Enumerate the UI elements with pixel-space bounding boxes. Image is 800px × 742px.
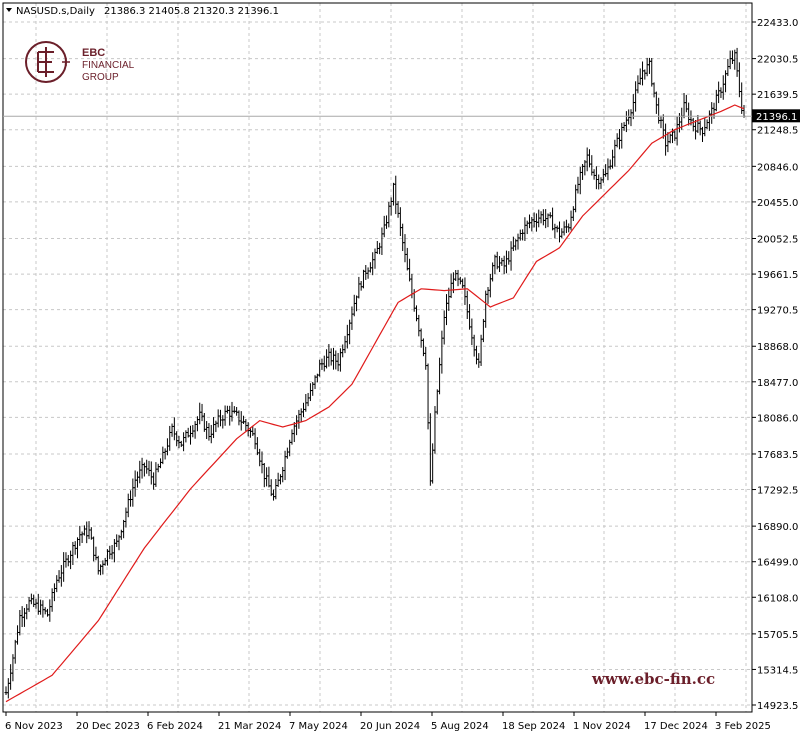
x-tick-label: 6 Feb 2024 (147, 721, 203, 732)
x-tick-label: 20 Jun 2024 (360, 721, 420, 732)
x-tick-label: 3 Feb 2025 (715, 721, 771, 732)
x-tick-label: 20 Dec 2023 (76, 721, 140, 732)
y-tick-label: 16108.0 (757, 593, 798, 604)
website-watermark: www.ebc-fin.cc (591, 670, 715, 688)
logo-line-3: GROUP (82, 72, 119, 83)
y-tick-label: 17683.5 (757, 450, 798, 461)
y-axis: 22433.0 22030.5 21639.5 21248.5 20846.0 20455… (752, 18, 798, 712)
x-tick-label: 17 Dec 2024 (644, 721, 708, 732)
x-tick-label: 18 Sep 2024 (502, 721, 565, 732)
price-tag: 21396.1 (752, 109, 800, 123)
y-tick-label: 14923.5 (757, 701, 798, 712)
y-tick-label: 19661.5 (757, 270, 798, 281)
y-tick-label: 18086.0 (757, 413, 798, 424)
ohlc-values: 21386.3 21405.8 21320.3 21396.1 (104, 6, 279, 17)
y-tick-label: 18477.0 (757, 378, 798, 389)
x-tick-label: 1 Nov 2024 (573, 721, 631, 732)
ebc-logo-icon (25, 41, 70, 83)
x-tick-label: 21 Mar 2024 (218, 721, 281, 732)
y-tick-label: 20052.5 (757, 235, 798, 246)
logo-line-2: FINANCIAL (82, 60, 135, 71)
logo-line-1: EBC (82, 47, 105, 59)
dropdown-triangle-icon[interactable] (6, 8, 12, 12)
grid (3, 3, 752, 712)
y-tick-label: 15705.5 (757, 630, 798, 641)
y-tick-label: 21248.5 (757, 126, 798, 137)
y-tick-label: 18868.0 (757, 342, 798, 353)
plot-frame (2, 2, 753, 713)
y-tick-label: 22433.0 (757, 18, 798, 29)
y-tick-label: 16890.0 (757, 522, 798, 533)
y-tick-label: 22030.5 (757, 55, 798, 66)
price-bars (4, 47, 746, 699)
moving-average-line (5, 104, 745, 703)
y-tick-label: 19270.5 (757, 306, 798, 317)
x-tick-label: 6 Nov 2023 (5, 721, 63, 732)
x-axis: 6 Nov 2023 20 Dec 2023 6 Feb 2024 21 Mar 20… (5, 712, 771, 732)
x-tick-label: 7 May 2024 (289, 721, 348, 732)
y-tick-label: 17292.5 (757, 486, 798, 497)
company-logo: EBC FINANCIAL GROUP (25, 41, 135, 83)
y-tick-label: 20455.0 (757, 198, 798, 209)
symbol-label: NASUSD.s,Daily (16, 6, 95, 17)
x-tick-label: 5 Aug 2024 (431, 721, 489, 732)
y-tick-label: 21639.5 (757, 90, 798, 101)
chart-header[interactable]: NASUSD.s,Daily 21386.3 21405.8 21320.3 2… (6, 6, 279, 17)
y-tick-label: 16499.0 (757, 558, 798, 569)
y-tick-label: 20846.0 (757, 162, 798, 173)
y-tick-label: 15314.5 (757, 665, 798, 676)
price-tag-label: 21396.1 (756, 112, 797, 123)
